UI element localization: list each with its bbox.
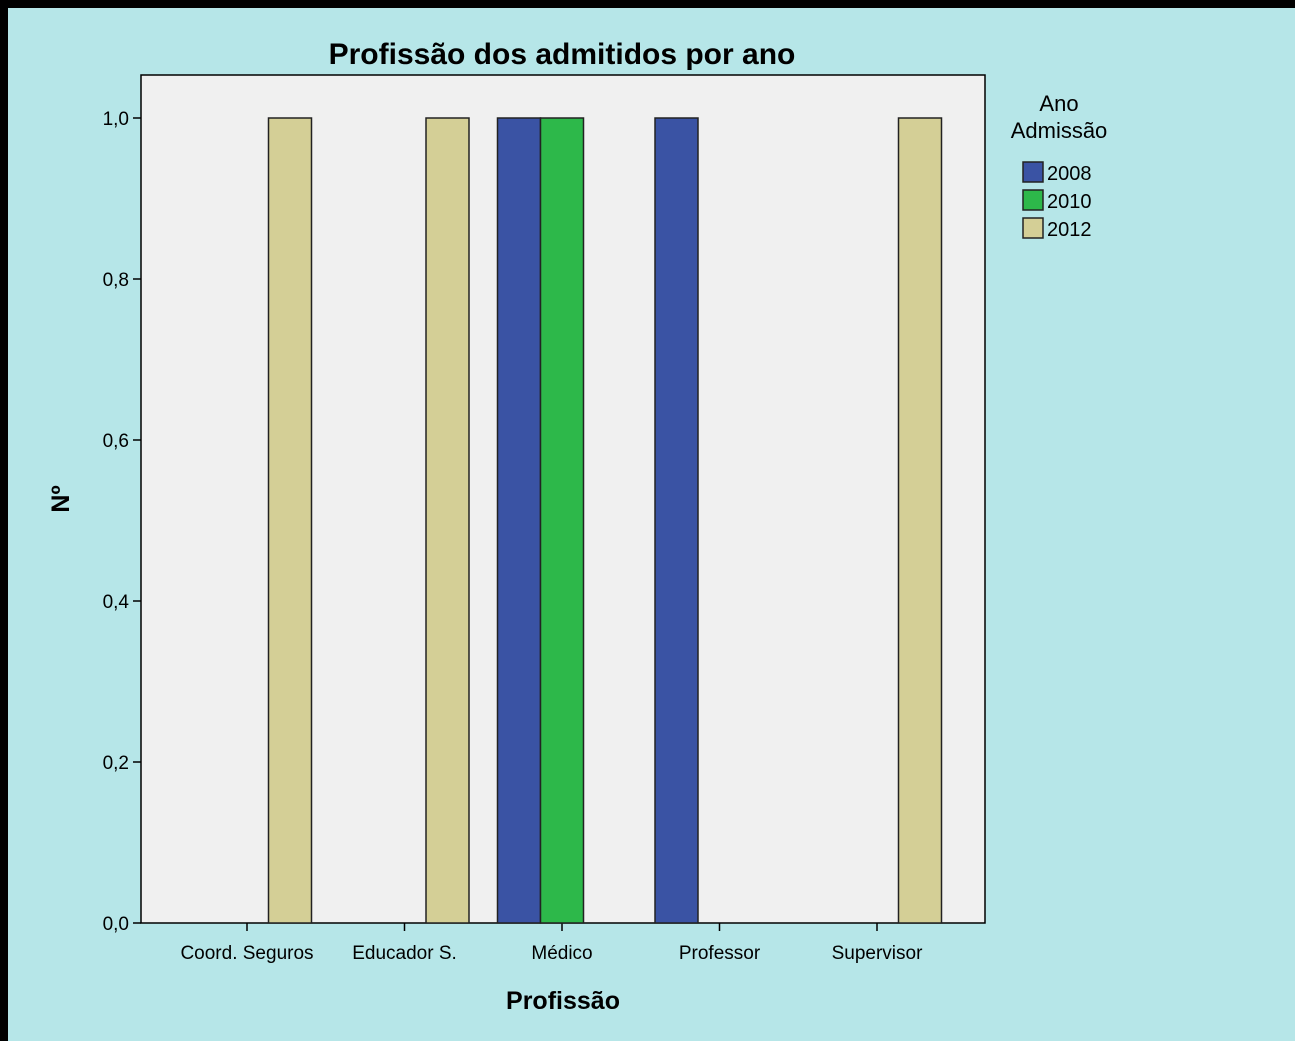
legend-label-2010: 2010 [1047,191,1092,213]
bar-chart: Profissão dos admitidos por ano 0,00,20,… [47,38,1108,1015]
legend-swatch-2008 [1022,161,1044,183]
x-axis: Coord. Seguros Educador S. Médico Professor… [180,923,923,964]
bar-2012-supervisor [897,117,943,924]
legend-swatch-2012 [1022,217,1044,239]
bar-2012-educador-s- [425,117,470,924]
bar-2012-coord-seguros [267,117,313,924]
legend-label-2012: 2012 [1047,219,1092,241]
legend-title-line-2: Admissão [1011,118,1108,143]
legend: Ano Admissão 2008 2010 2012 [1011,91,1108,241]
x-tick-label: Professor [679,943,761,964]
bar-2010-m-dico [539,117,585,924]
y-tick-label: 0,8 [103,270,129,291]
y-tick-label: 0,6 [103,431,129,452]
y-axis: 0,0 0,2 0,4 0,6 0,8 1,0 [103,109,141,935]
y-tick-label: 0,4 [103,592,130,613]
legend-label-2008: 2008 [1047,163,1092,185]
x-axis-title: Profissão [506,987,620,1015]
x-tick-label: Médico [531,943,592,964]
legend-title-line-1: Ano [1039,91,1078,116]
y-tick-label: 1,0 [103,109,129,130]
chart-frame: Profissão dos admitidos por ano 0,0 0,2 0,… [8,8,1295,1041]
y-axis-title: Nº [47,485,75,512]
x-tick-label: Supervisor [832,943,923,964]
x-tick-label: Educador S. [352,943,457,964]
legend-swatch-2010 [1022,189,1044,211]
bar-2008-m-dico [496,117,542,924]
x-tick-label: Coord. Seguros [180,943,313,964]
bars [267,117,943,924]
bar-2008-professor [654,117,699,924]
y-tick-label: 0,0 [103,914,129,935]
y-tick-label: 0,2 [103,753,129,774]
chart-title: Profissão dos admitidos por ano [329,38,796,71]
